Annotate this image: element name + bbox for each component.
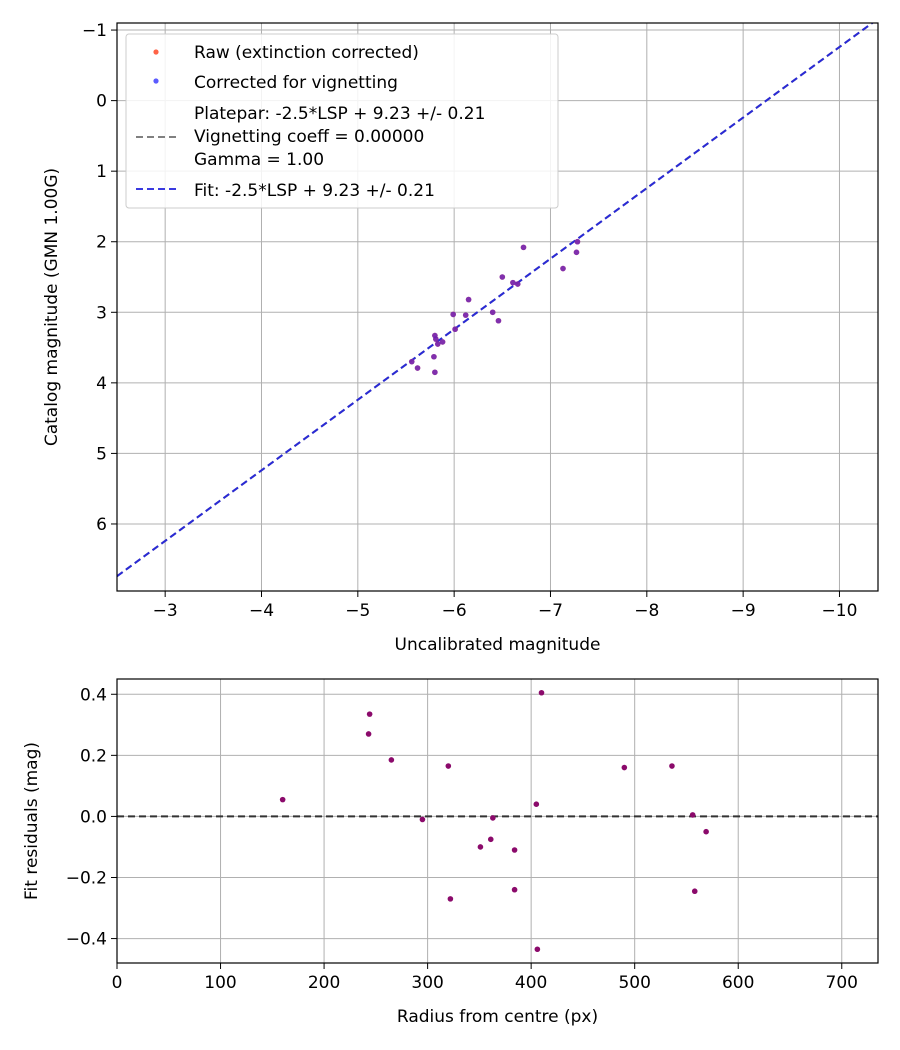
- top-scatter-points: [408, 238, 581, 376]
- top-y-tick-label: 4: [96, 374, 107, 394]
- legend-fit-label: Fit: -2.5*LSP + 9.23 +/- 0.21: [194, 181, 435, 201]
- top-x-tick-label: −8: [634, 601, 659, 621]
- top-y-tick-label: 3: [96, 303, 107, 323]
- residual-point: [366, 711, 373, 717]
- corrected-point: [560, 265, 566, 272]
- top-x-tick-label: −3: [153, 601, 178, 621]
- corrected-point: [433, 336, 439, 342]
- top-y-tick-label: 2: [96, 233, 107, 253]
- bottom-x-tick-label: 0: [112, 973, 123, 993]
- corrected-point: [408, 358, 415, 365]
- corrected-point: [432, 369, 438, 376]
- residual-point: [445, 763, 452, 769]
- legend-corrected-label: Corrected for vignetting: [194, 73, 398, 93]
- bottom-scatter-points: [279, 689, 709, 953]
- bottom-y-tick-label: −0.4: [66, 930, 107, 950]
- corrected-point: [414, 365, 421, 371]
- bottom-axes-frame: [116, 678, 879, 964]
- corrected-point: [489, 309, 496, 316]
- legend-platepar-line-1: Vignetting coeff = 0.00000: [194, 127, 424, 147]
- residual-point: [511, 847, 518, 853]
- residual-point: [487, 836, 494, 843]
- top-y-axis-label: Catalog magnitude (GMN 1.00G): [42, 168, 62, 446]
- bottom-x-tick-label: 100: [204, 973, 236, 993]
- bottom-y-axis-label: Fit residuals (mag): [22, 742, 42, 900]
- top-x-tick-label: −5: [345, 601, 370, 621]
- residual-point: [691, 888, 698, 895]
- corrected-point: [520, 244, 527, 251]
- legend-raw-label: Raw (extinction corrected): [194, 43, 419, 63]
- corrected-point: [439, 339, 446, 345]
- bottom-y-tick-label: −0.2: [66, 868, 107, 888]
- corrected-point: [514, 281, 521, 287]
- bottom-x-tick-label: 200: [308, 973, 340, 993]
- legend-raw-marker: [153, 49, 159, 55]
- bottom-x-tick-label: 300: [411, 973, 443, 993]
- residual-point: [279, 796, 286, 803]
- top-y-tick-label: −1: [82, 21, 107, 41]
- top-axes-frame: [116, 22, 879, 592]
- corrected-point: [465, 296, 472, 303]
- residual-point: [538, 689, 545, 696]
- residuals-plot: 0 100 200 300 400 500 600 700−0.4−0.20.00.20.4 …: [22, 678, 879, 1027]
- residual-point: [388, 757, 395, 763]
- bottom-x-tick-label: 400: [515, 973, 547, 993]
- legend-platepar-line-0: Platepar: -2.5*LSP + 9.23 +/- 0.21: [194, 104, 485, 124]
- bottom-x-axis-label: Radius from centre (px): [397, 1007, 598, 1027]
- residual-point: [534, 946, 541, 953]
- bottom-ticks: 0 100 200 300 400 500 600 700 −0.4 −0.2 0.0 0.2 0.4: [66, 685, 858, 993]
- residual-point: [621, 764, 628, 771]
- top-y-tick-label: 5: [96, 444, 107, 464]
- top-x-tick-label: −10: [822, 601, 858, 621]
- bottom-y-tick-label: 0.4: [80, 685, 107, 705]
- corrected-point: [434, 341, 441, 347]
- top-x-tick-label: −4: [249, 601, 274, 621]
- bottom-x-tick-label: 500: [618, 973, 650, 993]
- residual-point: [511, 886, 518, 893]
- legend-box: [125, 33, 559, 209]
- top-x-tick-label: −6: [442, 601, 467, 621]
- residual-point: [490, 815, 496, 821]
- top-y-tick-label: 0: [96, 92, 107, 112]
- top-x-tick-label: −9: [731, 601, 756, 621]
- top-fit-line: [117, 23, 874, 577]
- legend-corrected-marker: [153, 78, 159, 84]
- corrected-point: [574, 238, 581, 245]
- residual-point: [419, 816, 426, 823]
- top-fit-lines: [117, 23, 874, 577]
- residual-point: [669, 763, 675, 769]
- corrected-point: [495, 317, 502, 324]
- legend: Raw (extinction corrected) Corrected for…: [125, 33, 559, 209]
- corrected-point: [510, 279, 516, 286]
- corrected-point: [431, 353, 437, 360]
- top-x-tick-label: −7: [538, 601, 563, 621]
- residual-point: [477, 844, 484, 850]
- top-y-tick-label: 6: [96, 515, 107, 535]
- residual-point: [365, 731, 372, 737]
- bottom-x-tick-label: 600: [722, 973, 754, 993]
- legend-platepar-line-2: Gamma = 1.00: [194, 150, 324, 170]
- top-x-axis-label: Uncalibrated magnitude: [395, 635, 601, 655]
- legend-platepar-label: Platepar: -2.5*LSP + 9.23 +/- 0.21 Vignet…: [194, 104, 485, 170]
- corrected-point: [573, 249, 580, 256]
- bottom-y-tick-label: 0.0: [80, 807, 107, 827]
- corrected-point: [499, 274, 506, 280]
- top-y-tick-label: 1: [96, 162, 107, 182]
- corrected-point: [450, 311, 456, 318]
- residual-point: [533, 801, 540, 808]
- residual-point: [689, 812, 696, 818]
- bottom-y-tick-label: 0.2: [80, 746, 107, 766]
- residual-point: [447, 896, 454, 902]
- corrected-point: [462, 312, 469, 318]
- bottom-x-tick-label: 700: [826, 973, 858, 993]
- residual-point: [703, 828, 709, 835]
- corrected-point: [452, 326, 458, 333]
